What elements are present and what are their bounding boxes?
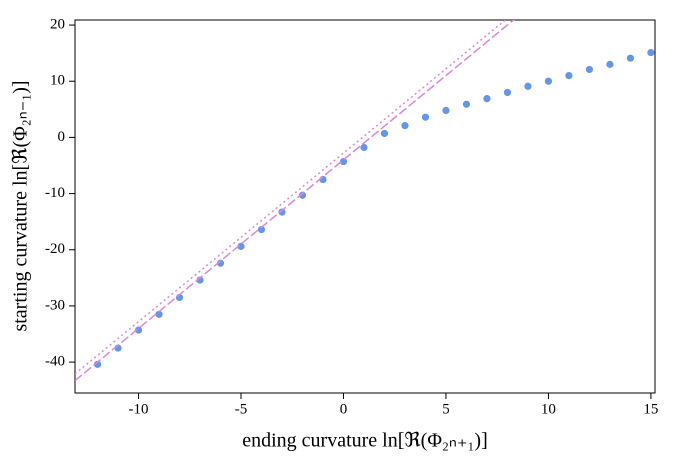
data-point — [401, 122, 409, 130]
data-point — [134, 326, 143, 334]
data-point — [544, 77, 553, 85]
x-tick-label: 10 — [541, 401, 556, 417]
y-tick-label: -10 — [45, 185, 65, 201]
data-point — [237, 242, 245, 250]
x-tick-label: 15 — [643, 401, 658, 417]
data-point — [155, 310, 163, 318]
data-point — [524, 82, 532, 90]
data-point — [626, 54, 635, 62]
data-point — [278, 208, 286, 216]
data-point — [360, 143, 368, 152]
data-point — [483, 95, 491, 103]
y-tick-label: 10 — [50, 73, 65, 89]
data-point — [585, 65, 594, 74]
x-tick-label: -5 — [235, 401, 248, 417]
x-axis-title: ending curvature ln[ℜ(Φ₂ₙ₊₁)] — [242, 430, 488, 452]
y-tick-label: -40 — [45, 354, 65, 370]
data-point — [606, 60, 614, 68]
y-tick-label: -20 — [45, 241, 65, 257]
y-tick-label: 0 — [58, 129, 66, 145]
data-point — [462, 100, 471, 108]
data-point — [298, 191, 307, 199]
data-point — [647, 48, 655, 57]
x-tick-label: 0 — [340, 401, 348, 417]
data-point — [503, 88, 512, 97]
data-point — [196, 276, 204, 284]
x-tick-label: -10 — [129, 401, 149, 417]
data-point — [93, 360, 102, 368]
data-point — [442, 106, 450, 115]
y-tick-label: -30 — [45, 297, 65, 313]
reference-line — [75, 20, 515, 382]
y-tick-label: 20 — [50, 16, 65, 32]
data-point — [216, 259, 225, 267]
reference-line — [75, 20, 507, 375]
data-point — [565, 72, 573, 80]
plot-area — [75, 20, 655, 382]
data-point — [380, 129, 389, 138]
y-axis-title: starting curvature ln[ℜ(Φ₂ₙ₋₁)] — [10, 80, 32, 331]
data-point — [421, 113, 430, 121]
x-tick-label: 5 — [442, 401, 450, 417]
data-point — [339, 157, 348, 166]
data-point — [257, 225, 266, 234]
plot-frame — [74, 19, 656, 394]
